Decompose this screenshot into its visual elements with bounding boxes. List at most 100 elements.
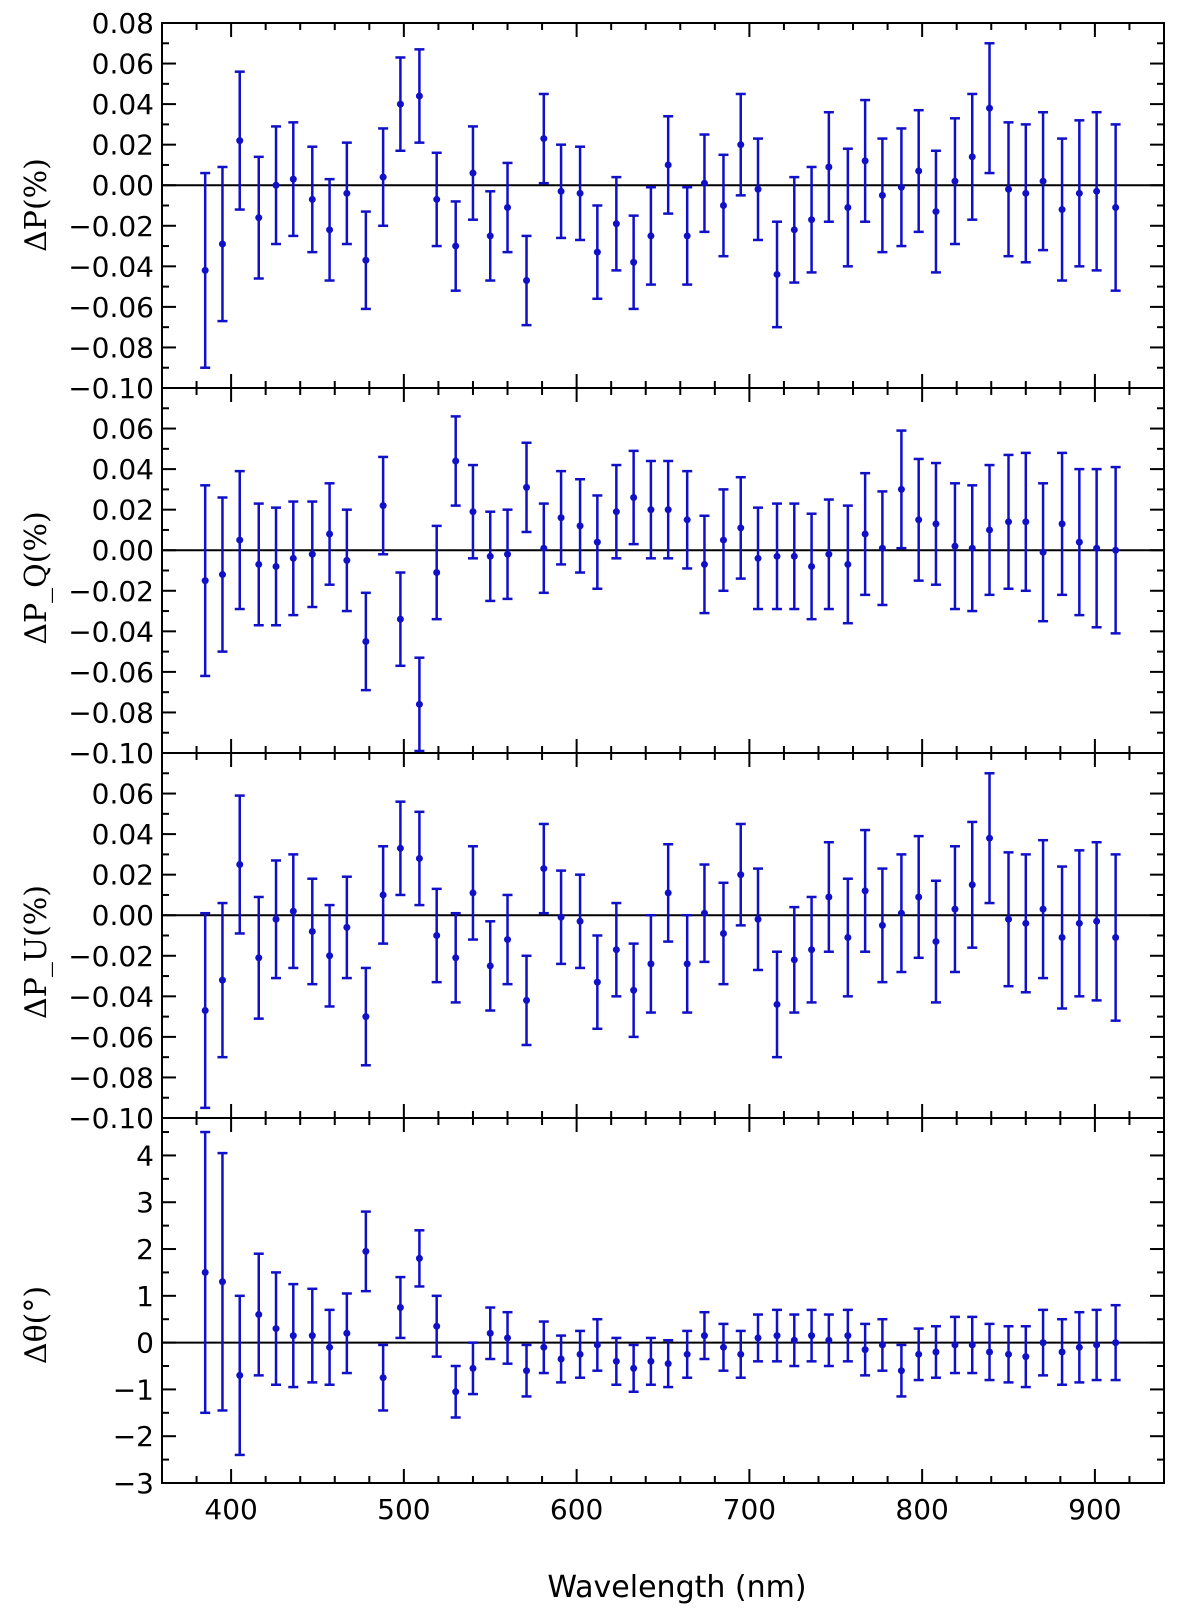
- data-marker: [272, 181, 280, 189]
- data-marker: [951, 905, 959, 913]
- data-point: [753, 1313, 764, 1363]
- data-point: [307, 1287, 318, 1384]
- data-marker: [236, 536, 244, 544]
- data-marker: [326, 1343, 334, 1351]
- data-marker: [773, 1332, 781, 1340]
- x-tick-label: 500: [377, 1493, 430, 1526]
- data-point: [842, 147, 853, 268]
- data-marker: [576, 1350, 584, 1358]
- data-point: [645, 459, 656, 560]
- data-point: [913, 1327, 924, 1382]
- data-marker: [825, 163, 833, 171]
- data-marker: [1075, 919, 1083, 927]
- data-marker: [790, 226, 798, 234]
- data-marker: [289, 907, 297, 915]
- data-point: [253, 1252, 264, 1377]
- data-point: [341, 508, 352, 613]
- data-marker: [1058, 934, 1066, 942]
- data-point: [378, 127, 389, 228]
- data-point: [896, 853, 907, 974]
- data-marker: [897, 183, 905, 191]
- data-point: [324, 903, 335, 1008]
- data-marker: [612, 946, 620, 954]
- data-marker: [396, 100, 404, 108]
- data-point: [200, 171, 211, 369]
- data-marker: [968, 544, 976, 552]
- data-point: [823, 498, 834, 611]
- data-marker: [557, 187, 565, 195]
- data-point: [288, 853, 299, 970]
- data-point: [699, 863, 710, 964]
- data-marker: [236, 1371, 244, 1379]
- data-marker: [951, 542, 959, 550]
- data-marker: [326, 952, 334, 960]
- data-point: [735, 822, 746, 927]
- data-point: [1091, 110, 1102, 272]
- data-point: [682, 1329, 693, 1379]
- data-point: [200, 1130, 211, 1415]
- data-point: [718, 881, 729, 986]
- data-marker: [719, 1343, 727, 1351]
- data-marker: [433, 1322, 441, 1330]
- data-point: [789, 175, 800, 284]
- data-point: [521, 1343, 532, 1398]
- data-point: [538, 92, 549, 185]
- y-tick-label: −0.04: [68, 250, 154, 283]
- data-marker: [289, 175, 297, 183]
- data-marker: [557, 514, 565, 522]
- data-point: [592, 494, 603, 590]
- data-marker: [540, 135, 548, 143]
- data-point: [360, 966, 371, 1067]
- data-point: [1091, 840, 1102, 1002]
- y-tick-label: −1: [113, 1373, 154, 1406]
- data-point: [611, 1336, 622, 1386]
- data-point: [307, 500, 318, 609]
- data-point: [217, 901, 228, 1059]
- data-point: [984, 1322, 995, 1382]
- data-point: [930, 879, 941, 1004]
- data-marker: [343, 1329, 351, 1337]
- data-point: [949, 482, 960, 611]
- xlabel-wavelength: Wavelength (nm): [547, 1570, 806, 1605]
- data-point: [575, 145, 586, 242]
- y-tick-label: −0.04: [68, 615, 154, 648]
- data-marker: [289, 1332, 297, 1340]
- data-marker: [308, 927, 316, 935]
- y-tick-label: −0.06: [68, 291, 154, 324]
- y-tick-label: 2: [136, 1233, 154, 1266]
- data-point: [1038, 482, 1049, 623]
- data-point: [324, 177, 335, 282]
- data-point: [1003, 121, 1014, 258]
- data-marker: [433, 195, 441, 203]
- data-point: [645, 186, 656, 286]
- data-marker: [808, 1332, 816, 1340]
- data-marker: [504, 936, 512, 944]
- data-marker: [968, 1341, 976, 1349]
- data-marker: [647, 506, 655, 514]
- data-point: [806, 512, 817, 621]
- data-marker: [612, 508, 620, 516]
- data-marker: [1022, 189, 1030, 197]
- data-point: [431, 887, 442, 984]
- data-marker: [272, 915, 280, 923]
- data-marker: [452, 457, 460, 465]
- data-point: [860, 471, 871, 597]
- data-point: [806, 1308, 817, 1363]
- data-point: [556, 869, 567, 966]
- data-marker: [630, 494, 638, 501]
- data-point: [378, 845, 389, 945]
- data-point: [1020, 123, 1031, 264]
- y-tick-label: 0.04: [92, 818, 154, 851]
- data-marker: [932, 1348, 940, 1356]
- data-marker: [719, 929, 727, 937]
- data-marker: [576, 917, 584, 925]
- y-tick-label: −2: [113, 1420, 154, 1453]
- data-marker: [1039, 548, 1047, 556]
- data-point: [628, 214, 639, 311]
- data-point: [753, 137, 764, 242]
- data-point: [806, 165, 817, 274]
- data-marker: [469, 508, 477, 516]
- data-marker: [343, 189, 351, 197]
- data-point: [877, 137, 888, 254]
- data-point: [735, 92, 746, 197]
